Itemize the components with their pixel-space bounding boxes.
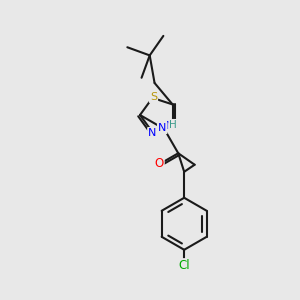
Text: O: O (154, 157, 164, 170)
Text: Cl: Cl (178, 259, 190, 272)
Text: S: S (150, 92, 157, 102)
Text: N: N (158, 123, 166, 133)
Text: N: N (167, 121, 175, 130)
Text: N: N (148, 128, 157, 138)
Text: H: H (169, 120, 177, 130)
